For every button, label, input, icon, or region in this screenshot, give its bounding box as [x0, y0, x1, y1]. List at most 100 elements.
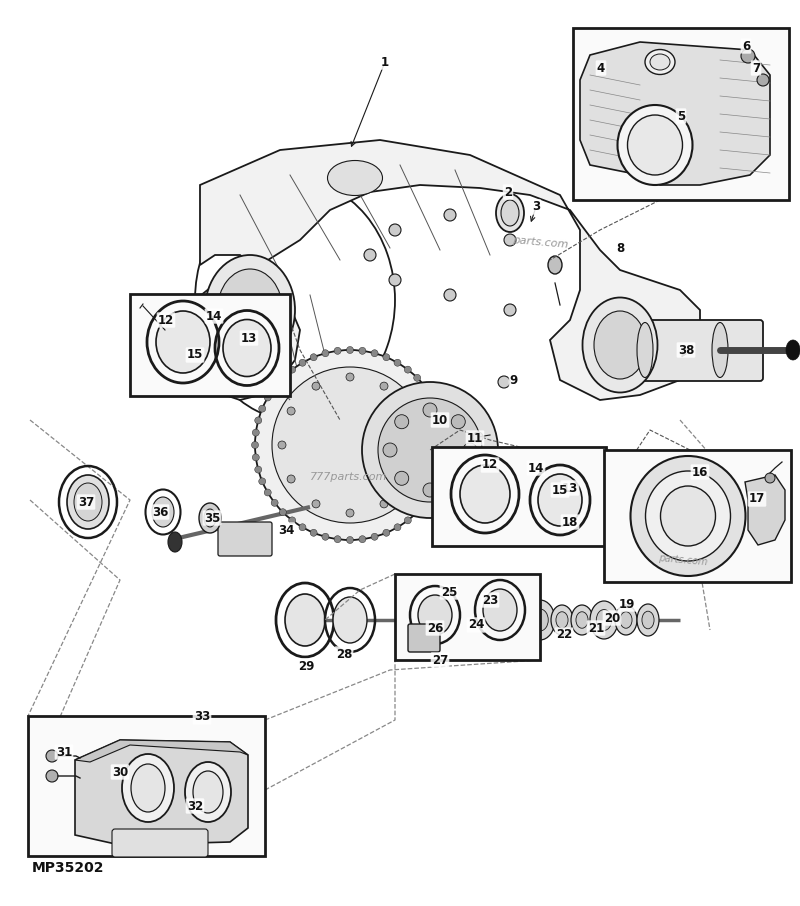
Circle shape: [334, 535, 341, 543]
Text: 7: 7: [752, 62, 760, 74]
Text: 4: 4: [597, 62, 605, 74]
Circle shape: [434, 477, 442, 485]
Bar: [28, 716, 265, 856]
Text: 9: 9: [510, 373, 518, 387]
Ellipse shape: [74, 483, 102, 521]
Ellipse shape: [571, 605, 593, 635]
Ellipse shape: [131, 764, 165, 812]
Ellipse shape: [327, 160, 382, 196]
FancyBboxPatch shape: [408, 624, 440, 652]
Ellipse shape: [218, 269, 282, 351]
Circle shape: [362, 382, 498, 518]
Circle shape: [359, 347, 366, 354]
Circle shape: [405, 407, 413, 415]
Text: 16: 16: [692, 466, 708, 478]
Text: 15: 15: [552, 484, 568, 496]
Circle shape: [394, 524, 401, 531]
Ellipse shape: [122, 754, 174, 822]
Circle shape: [757, 74, 769, 86]
Circle shape: [364, 249, 376, 261]
Text: 22: 22: [556, 629, 572, 641]
Ellipse shape: [620, 612, 632, 628]
Circle shape: [444, 289, 456, 301]
Ellipse shape: [596, 610, 612, 631]
FancyBboxPatch shape: [218, 522, 272, 556]
Polygon shape: [745, 475, 785, 545]
Ellipse shape: [223, 320, 271, 377]
Text: 2: 2: [504, 186, 512, 198]
Text: 29: 29: [298, 660, 314, 672]
Text: 12: 12: [158, 313, 174, 326]
Circle shape: [380, 500, 388, 508]
Text: 15: 15: [187, 349, 203, 361]
FancyBboxPatch shape: [112, 829, 208, 857]
Ellipse shape: [498, 376, 510, 388]
Ellipse shape: [642, 612, 654, 629]
Text: 31: 31: [56, 746, 72, 758]
Text: 34: 34: [278, 524, 294, 536]
Ellipse shape: [483, 589, 517, 631]
Ellipse shape: [618, 105, 693, 185]
Circle shape: [346, 536, 354, 544]
Text: 37: 37: [78, 496, 94, 508]
Circle shape: [258, 405, 266, 412]
Circle shape: [414, 441, 422, 449]
Text: 17: 17: [749, 493, 765, 506]
Ellipse shape: [556, 612, 568, 628]
Bar: [432, 447, 606, 546]
Text: 6: 6: [742, 40, 750, 53]
Circle shape: [504, 234, 516, 246]
Ellipse shape: [193, 771, 223, 813]
Ellipse shape: [630, 456, 746, 576]
Circle shape: [278, 441, 286, 449]
Text: 27: 27: [432, 653, 448, 667]
Circle shape: [346, 373, 354, 381]
Circle shape: [258, 477, 266, 485]
Text: 26: 26: [427, 622, 443, 634]
Text: 5: 5: [677, 110, 685, 122]
Ellipse shape: [582, 297, 658, 392]
Circle shape: [310, 529, 317, 536]
Ellipse shape: [501, 200, 519, 226]
Circle shape: [429, 489, 436, 496]
Circle shape: [252, 454, 259, 461]
Ellipse shape: [645, 50, 675, 74]
Circle shape: [741, 49, 755, 63]
Circle shape: [438, 466, 446, 473]
Text: 20: 20: [604, 612, 620, 624]
Circle shape: [441, 454, 448, 461]
Circle shape: [299, 524, 306, 531]
Circle shape: [46, 770, 58, 782]
Bar: [130, 294, 290, 396]
Circle shape: [422, 383, 429, 390]
Ellipse shape: [67, 475, 109, 529]
Circle shape: [383, 443, 397, 457]
Text: 23: 23: [482, 593, 498, 606]
Circle shape: [765, 473, 775, 483]
Ellipse shape: [496, 194, 524, 232]
Ellipse shape: [185, 762, 231, 822]
Text: 13: 13: [241, 332, 257, 344]
Text: 13: 13: [562, 481, 578, 495]
Polygon shape: [75, 740, 248, 845]
Circle shape: [423, 483, 437, 497]
Circle shape: [252, 429, 259, 436]
FancyBboxPatch shape: [637, 320, 763, 381]
Ellipse shape: [561, 508, 579, 535]
Circle shape: [312, 382, 320, 390]
Ellipse shape: [650, 54, 670, 70]
Bar: [395, 574, 540, 660]
Text: 38: 38: [678, 343, 694, 356]
Circle shape: [394, 359, 401, 366]
Ellipse shape: [786, 340, 800, 360]
Ellipse shape: [551, 605, 573, 635]
Text: 3: 3: [532, 200, 540, 214]
Circle shape: [394, 471, 409, 486]
Ellipse shape: [548, 256, 562, 274]
Circle shape: [271, 383, 278, 390]
Text: 12: 12: [482, 458, 498, 471]
Ellipse shape: [615, 605, 637, 635]
Text: 36: 36: [152, 506, 168, 518]
Ellipse shape: [637, 604, 659, 636]
Text: 1: 1: [381, 55, 389, 69]
